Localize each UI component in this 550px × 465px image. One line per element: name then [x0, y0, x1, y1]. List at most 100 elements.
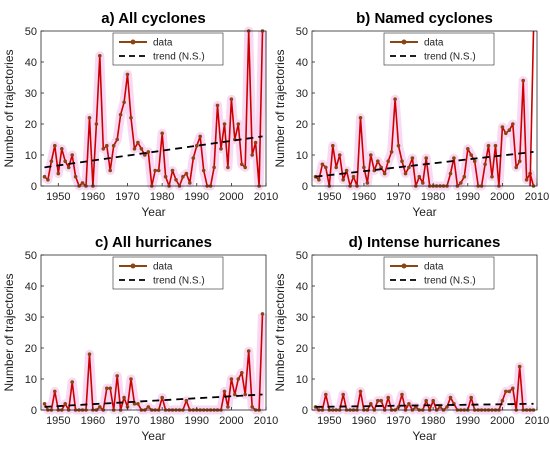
y-axis-label: Number of trajectories — [273, 49, 287, 167]
data-point — [421, 181, 425, 185]
y-tick-label: 40 — [25, 281, 37, 293]
data-point — [500, 398, 505, 403]
legend-trend-label: trend (N.S.) — [424, 276, 476, 287]
data-point — [358, 116, 363, 120]
data-point — [379, 398, 384, 403]
data-point — [472, 159, 477, 163]
y-tick-label: 50 — [25, 26, 37, 38]
data-point — [198, 134, 202, 139]
data-point — [219, 147, 223, 151]
data-point — [517, 364, 522, 369]
data-point — [424, 156, 429, 160]
y-tick-label: 30 — [296, 312, 308, 324]
data-point — [396, 143, 401, 148]
data-point — [386, 395, 391, 400]
data-point — [188, 181, 192, 185]
data-point — [424, 398, 429, 403]
x-tick-label: 2000 — [490, 191, 514, 203]
chart-panel-2: 0 10 20 30 40 50 1950 1960 1970 1980 1990 2000 2010 b… — [273, 10, 549, 219]
x-tick-label: 1960 — [81, 191, 105, 203]
data-point — [153, 168, 157, 173]
data-point — [184, 171, 189, 176]
x-tick-label: 1970 — [115, 191, 139, 203]
data-point — [108, 168, 112, 173]
data-point — [469, 395, 474, 400]
axes-box — [40, 254, 267, 411]
data-point — [243, 392, 247, 397]
legend-box — [383, 256, 495, 290]
data-point — [240, 371, 244, 375]
data-line-extra — [529, 30, 535, 187]
x-tick-label: 2010 — [525, 415, 549, 427]
data-point — [212, 165, 216, 170]
chart-title: a) All cyclones — [101, 10, 206, 27]
data-point — [240, 162, 244, 167]
x-tick-label: 1980 — [421, 415, 445, 427]
data-point — [260, 312, 265, 316]
data-point — [174, 178, 178, 182]
x-tick-label: 2000 — [219, 191, 243, 203]
data-point — [98, 405, 102, 409]
legend: data trend (N.S.) — [383, 32, 495, 66]
data-point — [233, 392, 237, 397]
y-tick-label: 0 — [302, 405, 308, 417]
legend-box — [383, 32, 495, 66]
data-point — [122, 395, 126, 400]
chart-panel-3: 0 10 20 30 40 50 1950 1960 1970 1980 1990 2000 2010 c… — [2, 234, 278, 443]
data-point — [63, 159, 67, 163]
chart-title: b) Named cyclones — [356, 10, 493, 27]
data-point — [393, 97, 397, 101]
data-point — [431, 398, 436, 403]
data-point — [376, 159, 380, 163]
x-tick-label: 1990 — [185, 415, 209, 427]
data-point — [160, 131, 164, 136]
data-point — [511, 386, 515, 391]
data-point — [400, 392, 404, 397]
y-tick-label: 0 — [31, 405, 37, 417]
data-point — [379, 165, 384, 170]
trend-line — [315, 402, 534, 408]
legend-trend-label: trend (N.S.) — [153, 52, 205, 63]
data-point — [42, 402, 47, 406]
x-tick-label: 2000 — [219, 415, 243, 427]
data-point — [184, 398, 189, 403]
y-tick-label: 30 — [296, 88, 308, 100]
data-point — [94, 122, 99, 126]
legend-data-marker — [401, 39, 407, 45]
data-line — [314, 79, 535, 187]
x-tick-label: 1970 — [386, 191, 410, 203]
legend-trend-label: trend (N.S.) — [153, 276, 205, 287]
data-point — [136, 402, 140, 406]
data-point — [139, 147, 144, 151]
data-point — [215, 103, 220, 108]
y-tick-label: 50 — [25, 250, 37, 262]
data-point — [236, 122, 241, 126]
chart-panel-4: 0 10 20 30 40 50 1950 1960 1970 1980 1990 2000 2010 d… — [273, 234, 549, 443]
x-tick-label: 1960 — [352, 191, 376, 203]
data-point — [181, 174, 185, 179]
data-point — [407, 165, 411, 170]
data-point — [243, 165, 247, 170]
data-point — [337, 153, 342, 157]
data-point — [111, 143, 116, 148]
data-point — [98, 54, 102, 58]
x-tick-label: 1950 — [317, 191, 341, 203]
data-point — [132, 402, 137, 406]
data-point — [191, 156, 196, 160]
data-point — [358, 389, 363, 394]
data-point — [73, 174, 78, 179]
data-point — [514, 165, 518, 170]
data-point — [466, 147, 470, 151]
data-point — [122, 100, 126, 105]
data-point — [87, 352, 92, 357]
x-tick-label: 1970 — [115, 415, 139, 427]
data-point — [87, 116, 92, 120]
y-tick-label: 20 — [296, 119, 308, 131]
data-line — [43, 30, 264, 187]
data-point — [229, 377, 234, 381]
trend-line — [44, 135, 263, 169]
data-point — [448, 171, 453, 176]
x-tick-label: 1990 — [456, 191, 480, 203]
data-point — [511, 122, 515, 126]
